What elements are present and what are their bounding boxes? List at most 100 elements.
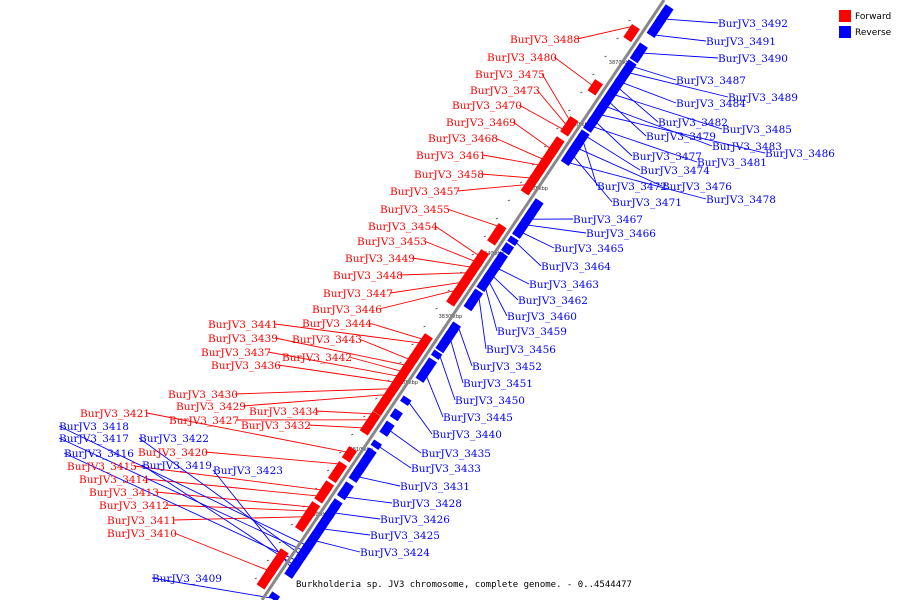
reverse-gene-feature[interactable] <box>582 116 599 133</box>
reverse-gene-label[interactable]: BurJV3_3409 <box>152 573 222 585</box>
forward-feature-block[interactable] <box>446 287 464 307</box>
forward-feature-block[interactable] <box>256 568 275 590</box>
reverse-gene-label[interactable]: BurJV3_3433 <box>411 463 481 475</box>
forward-gene-label[interactable]: BurJV3_3473 <box>470 85 540 97</box>
forward-gene-label[interactable]: BurJV3_3436 <box>211 360 281 372</box>
reverse-gene-label[interactable]: BurJV3_3424 <box>360 547 430 559</box>
reverse-gene-label[interactable]: BurJV3_3478 <box>706 194 776 206</box>
reverse-gene-label[interactable]: BurJV3_3460 <box>507 311 577 323</box>
forward-gene-label[interactable]: BurJV3_3429 <box>176 401 246 413</box>
forward-gene-label[interactable]: BurJV3_3453 <box>357 236 427 248</box>
reverse-gene-feature[interactable] <box>560 155 573 167</box>
reverse-gene-label[interactable]: BurJV3_3418 <box>59 421 129 433</box>
reverse-gene-label[interactable]: BurJV3_3466 <box>586 228 656 240</box>
forward-gene-label[interactable]: BurJV3_3470 <box>452 100 522 112</box>
forward-gene-label[interactable]: BurJV3_3413 <box>89 487 159 499</box>
reverse-feature-block[interactable] <box>435 340 449 354</box>
reverse-feature-block[interactable] <box>615 65 633 85</box>
reverse-gene-label[interactable]: BurJV3_3481 <box>697 157 767 169</box>
reverse-gene-label[interactable]: BurJV3_3445 <box>443 412 513 424</box>
reverse-feature-block[interactable] <box>491 251 509 271</box>
forward-gene-feature[interactable] <box>341 446 358 463</box>
reverse-feature-block[interactable] <box>566 139 584 159</box>
reverse-feature-block[interactable] <box>354 460 369 474</box>
forward-gene-label[interactable]: BurJV3_3446 <box>312 304 382 316</box>
reverse-gene-label[interactable]: BurJV3_3490 <box>718 53 788 65</box>
forward-gene-label[interactable]: BurJV3_3441 <box>208 319 278 331</box>
reverse-gene-label[interactable]: BurJV3_3484 <box>676 98 746 110</box>
forward-gene-label[interactable]: BurJV3_3455 <box>380 204 450 216</box>
reverse-feature-block[interactable] <box>463 298 477 312</box>
reverse-gene-feature[interactable] <box>507 235 519 247</box>
reverse-gene-feature[interactable] <box>399 395 412 407</box>
reverse-gene-label[interactable]: BurJV3_3487 <box>676 75 746 87</box>
forward-gene-label[interactable]: BurJV3_3412 <box>99 500 169 512</box>
reverse-gene-label[interactable]: BurJV3_3474 <box>640 165 710 177</box>
reverse-gene-label[interactable]: BurJV3_3435 <box>421 448 491 460</box>
reverse-feature-block[interactable] <box>594 102 608 116</box>
reverse-feature-block[interactable] <box>500 242 515 256</box>
reverse-gene-label[interactable]: BurJV3_3459 <box>497 326 567 338</box>
reverse-gene-label[interactable]: BurJV3_3423 <box>213 465 283 477</box>
forward-gene-label[interactable]: BurJV3_3442 <box>282 352 352 364</box>
forward-feature-block[interactable] <box>327 463 346 484</box>
reverse-gene-label[interactable]: BurJV3_3450 <box>455 395 525 407</box>
reverse-gene-label[interactable]: BurJV3_3485 <box>722 124 792 136</box>
reverse-gene-label[interactable]: BurJV3_3476 <box>662 181 732 193</box>
reverse-gene-label[interactable]: BurJV3_3483 <box>712 141 782 153</box>
forward-feature-block[interactable] <box>458 273 473 289</box>
reverse-gene-label[interactable]: BurJV3_3419 <box>142 460 212 472</box>
reverse-gene-label[interactable]: BurJV3_3451 <box>463 378 533 390</box>
forward-feature-block[interactable] <box>408 339 429 363</box>
reverse-gene-label[interactable]: BurJV3_3479 <box>646 131 716 143</box>
forward-gene-label[interactable]: BurJV3_3454 <box>368 221 438 233</box>
reverse-gene-label[interactable]: BurJV3_3486 <box>765 148 835 160</box>
forward-feature-block[interactable] <box>529 165 546 182</box>
forward-feature-block[interactable] <box>487 224 506 246</box>
reverse-gene-label[interactable]: BurJV3_3456 <box>486 344 556 356</box>
forward-feature-block[interactable] <box>360 419 375 436</box>
reverse-gene-label[interactable]: BurJV3_3428 <box>392 498 462 510</box>
reverse-gene-feature[interactable] <box>379 420 395 437</box>
reverse-gene-label[interactable]: BurJV3_3417 <box>59 433 129 445</box>
forward-gene-feature[interactable] <box>560 125 572 137</box>
forward-gene-label[interactable]: BurJV3_3420 <box>138 447 208 459</box>
reverse-gene-label[interactable]: BurJV3_3491 <box>706 36 776 48</box>
forward-gene-label[interactable]: BurJV3_3444 <box>302 318 372 330</box>
reverse-gene-label[interactable]: BurJV3_3422 <box>139 433 209 445</box>
forward-gene-label[interactable]: BurJV3_3480 <box>487 52 557 64</box>
forward-gene-label[interactable]: BurJV3_3411 <box>107 515 177 527</box>
forward-gene-label[interactable]: BurJV3_3414 <box>79 474 149 486</box>
reverse-gene-feature[interactable] <box>284 562 300 579</box>
forward-gene-label[interactable]: BurJV3_3410 <box>107 528 177 540</box>
reverse-gene-label[interactable]: BurJV3_3492 <box>718 18 788 30</box>
forward-gene-label[interactable]: BurJV3_3437 <box>201 347 271 359</box>
reverse-gene-label[interactable]: BurJV3_3440 <box>432 429 502 441</box>
reverse-feature-block[interactable] <box>389 408 403 422</box>
reverse-gene-label[interactable]: BurJV3_3482 <box>658 117 728 129</box>
forward-gene-label[interactable]: BurJV3_3421 <box>80 408 150 420</box>
forward-gene-label[interactable]: BurJV3_3427 <box>169 415 239 427</box>
forward-gene-label[interactable]: BurJV3_3434 <box>249 406 319 418</box>
reverse-gene-label[interactable]: BurJV3_3463 <box>529 279 599 291</box>
reverse-gene-label[interactable]: BurJV3_3425 <box>370 530 440 542</box>
reverse-gene-feature[interactable] <box>476 281 488 293</box>
reverse-gene-label[interactable]: BurJV3_3467 <box>573 214 643 226</box>
forward-gene-label[interactable]: BurJV3_3449 <box>345 253 415 265</box>
forward-feature-block[interactable] <box>623 28 638 43</box>
forward-gene-label[interactable]: BurJV3_3458 <box>414 169 484 181</box>
forward-gene-feature[interactable] <box>587 79 604 96</box>
reverse-gene-label[interactable]: BurJV3_3471 <box>612 197 682 209</box>
reverse-gene-label[interactable]: BurJV3_3431 <box>400 481 470 493</box>
forward-feature-block[interactable] <box>372 394 392 417</box>
reverse-gene-label[interactable]: BurJV3_3464 <box>541 261 611 273</box>
reverse-feature-block[interactable] <box>629 50 643 64</box>
reverse-gene-label[interactable]: BurJV3_3465 <box>554 243 624 255</box>
reverse-feature-block[interactable] <box>441 325 459 345</box>
forward-gene-label[interactable]: BurJV3_3443 <box>292 334 362 346</box>
reverse-gene-label[interactable]: BurJV3_3477 <box>632 151 702 163</box>
forward-gene-label[interactable]: BurJV3_3447 <box>323 288 393 300</box>
forward-gene-label[interactable]: BurJV3_3430 <box>168 389 238 401</box>
reverse-gene-feature[interactable] <box>511 222 528 239</box>
reverse-feature-block[interactable] <box>316 511 334 531</box>
